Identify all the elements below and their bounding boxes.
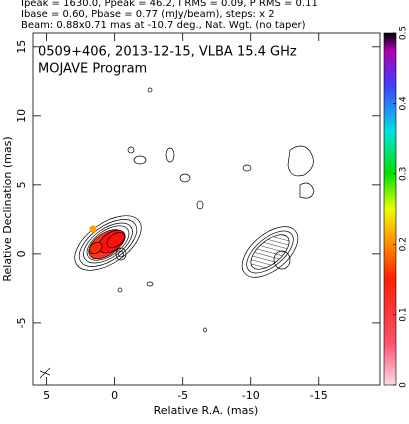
plot-frame <box>32 32 381 386</box>
colorbar-tick-label: 0.5 <box>399 26 409 40</box>
x-tick-label: 0 <box>111 389 118 402</box>
y-axis-label: Relative Declination (mas) <box>1 136 14 281</box>
colorbar-tick-label: 0.1 <box>399 307 409 321</box>
colorbar-tick-label: 0.2 <box>399 237 409 251</box>
x-tick-label: -10 <box>242 389 260 402</box>
y-tick-label: 0 <box>15 250 28 257</box>
header-line: Ibase = 0.60, Pbase = 0.77 (mJy/beam), s… <box>21 9 275 20</box>
y-tick-label: -5 <box>15 317 28 328</box>
y-tick-label: 10 <box>15 109 28 123</box>
x-tick-label: 5 <box>43 389 50 402</box>
colorbar-tick-label: 0.3 <box>399 167 409 181</box>
x-tick-label: -5 <box>177 389 188 402</box>
annotation: MOJAVE Program <box>38 62 147 77</box>
header-line: Ipeak = 1630.0, Ppeak = 46.2, I RMS = 0.… <box>21 0 318 9</box>
colorbar-tick-label: 0 <box>399 382 409 388</box>
y-tick-label: 5 <box>15 181 28 188</box>
x-tick-label: -15 <box>310 389 328 402</box>
x-axis-label: Relative R.A. (mas) <box>154 404 259 417</box>
annotation: 0509+406, 2013-12-15, VLBA 15.4 GHz <box>38 45 297 60</box>
contours <box>39 87 315 379</box>
header-line: Beam: 0.88x0.71 mas at -10.7 deg., Nat. … <box>21 20 306 31</box>
y-tick-label: 15 <box>15 40 28 54</box>
colorbar <box>383 32 397 386</box>
colorbar-tick-label: 0.4 <box>399 96 409 111</box>
